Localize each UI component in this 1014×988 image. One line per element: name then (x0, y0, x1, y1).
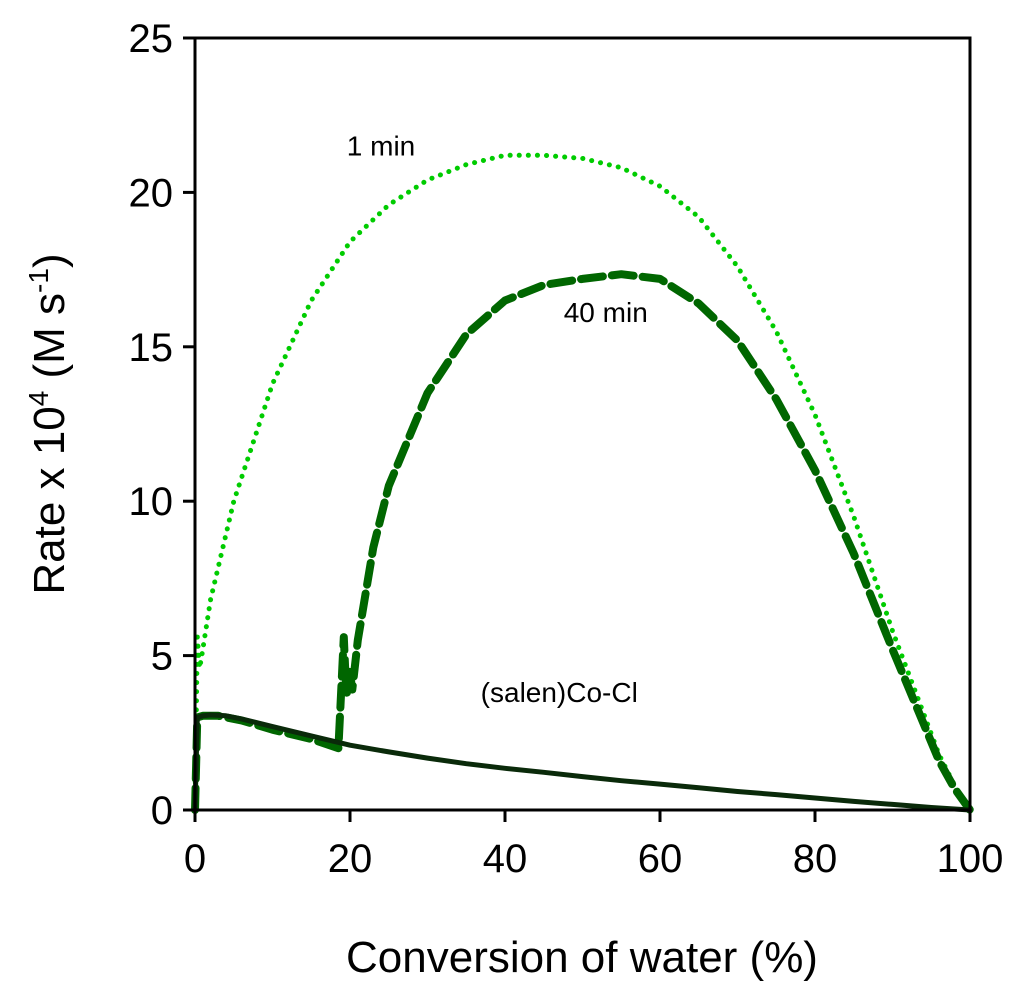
y-axis-title-main: Rate x 10 (25, 406, 74, 594)
series-layer (191, 152, 974, 814)
y-tick-label: 10 (129, 480, 174, 524)
series-line-2 (192, 712, 973, 813)
y-axis-title: Rate x 104 (M s-1) (23, 253, 74, 594)
series-line-0 (192, 152, 973, 813)
series-line-1 (191, 270, 974, 814)
ticks-layer: 0 20 40 60 80 100 0 5 10 15 20 25 (129, 17, 1004, 881)
y-axis-title-unit-close: ) (25, 253, 74, 268)
x-tick-label: 20 (328, 837, 373, 881)
plot-frame (193, 36, 972, 812)
y-tick-label: 20 (129, 171, 174, 215)
x-tick-label: 80 (793, 837, 838, 881)
x-tick-label: 100 (937, 837, 1004, 881)
series-annotation: 40 min (564, 297, 648, 328)
y-axis-title-unit-open: (M s (25, 293, 74, 391)
series-annotation: (salen)Co-Cl (481, 677, 638, 708)
y-tick-label: 25 (129, 17, 174, 61)
y-tick-label: 5 (151, 635, 173, 679)
annotations-layer: 1 min 40 min (salen)Co-Cl (347, 130, 648, 708)
series-annotation: 1 min (347, 130, 415, 161)
x-tick-label: 40 (483, 837, 528, 881)
y-axis-title-unit-exponent: -1 (23, 268, 54, 293)
x-tick-label: 0 (184, 837, 206, 881)
x-tick-label: 60 (638, 837, 683, 881)
y-tick-label: 15 (129, 326, 174, 370)
y-axis-title-exponent: 4 (23, 391, 54, 407)
y-tick-label: 0 (151, 789, 173, 833)
x-axis-title: Conversion of water (%) (346, 933, 818, 982)
